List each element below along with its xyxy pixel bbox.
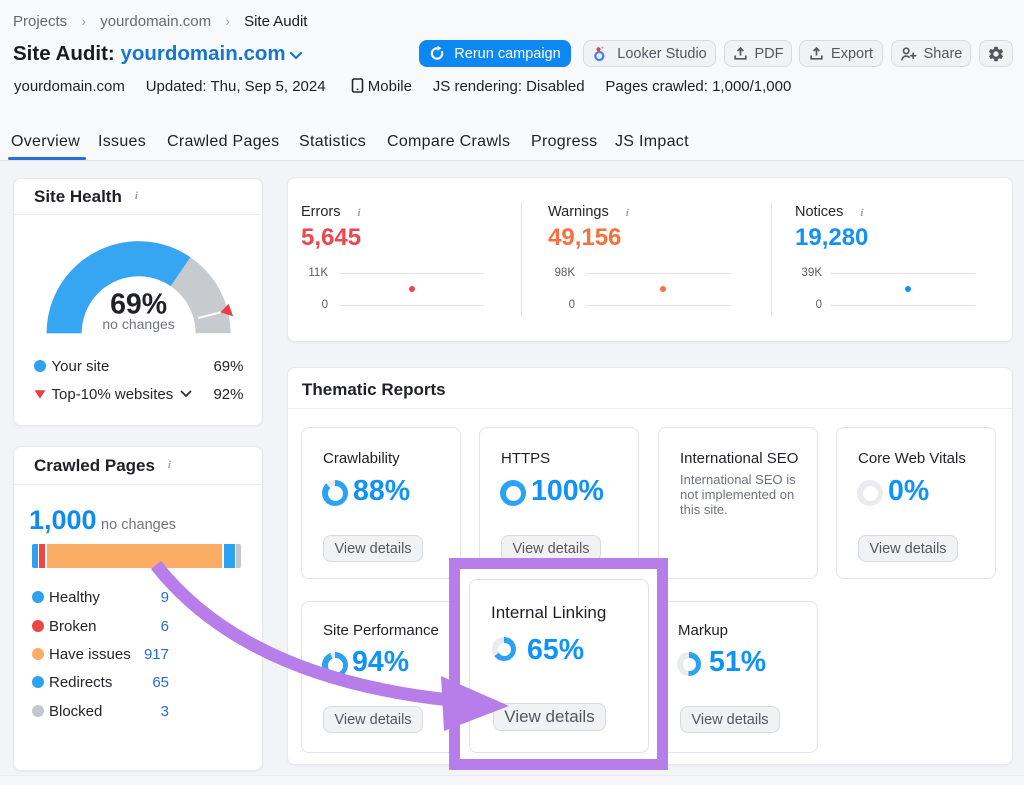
svg-text:69%: 69% xyxy=(110,288,167,320)
svg-text:no changes: no changes xyxy=(102,316,174,332)
